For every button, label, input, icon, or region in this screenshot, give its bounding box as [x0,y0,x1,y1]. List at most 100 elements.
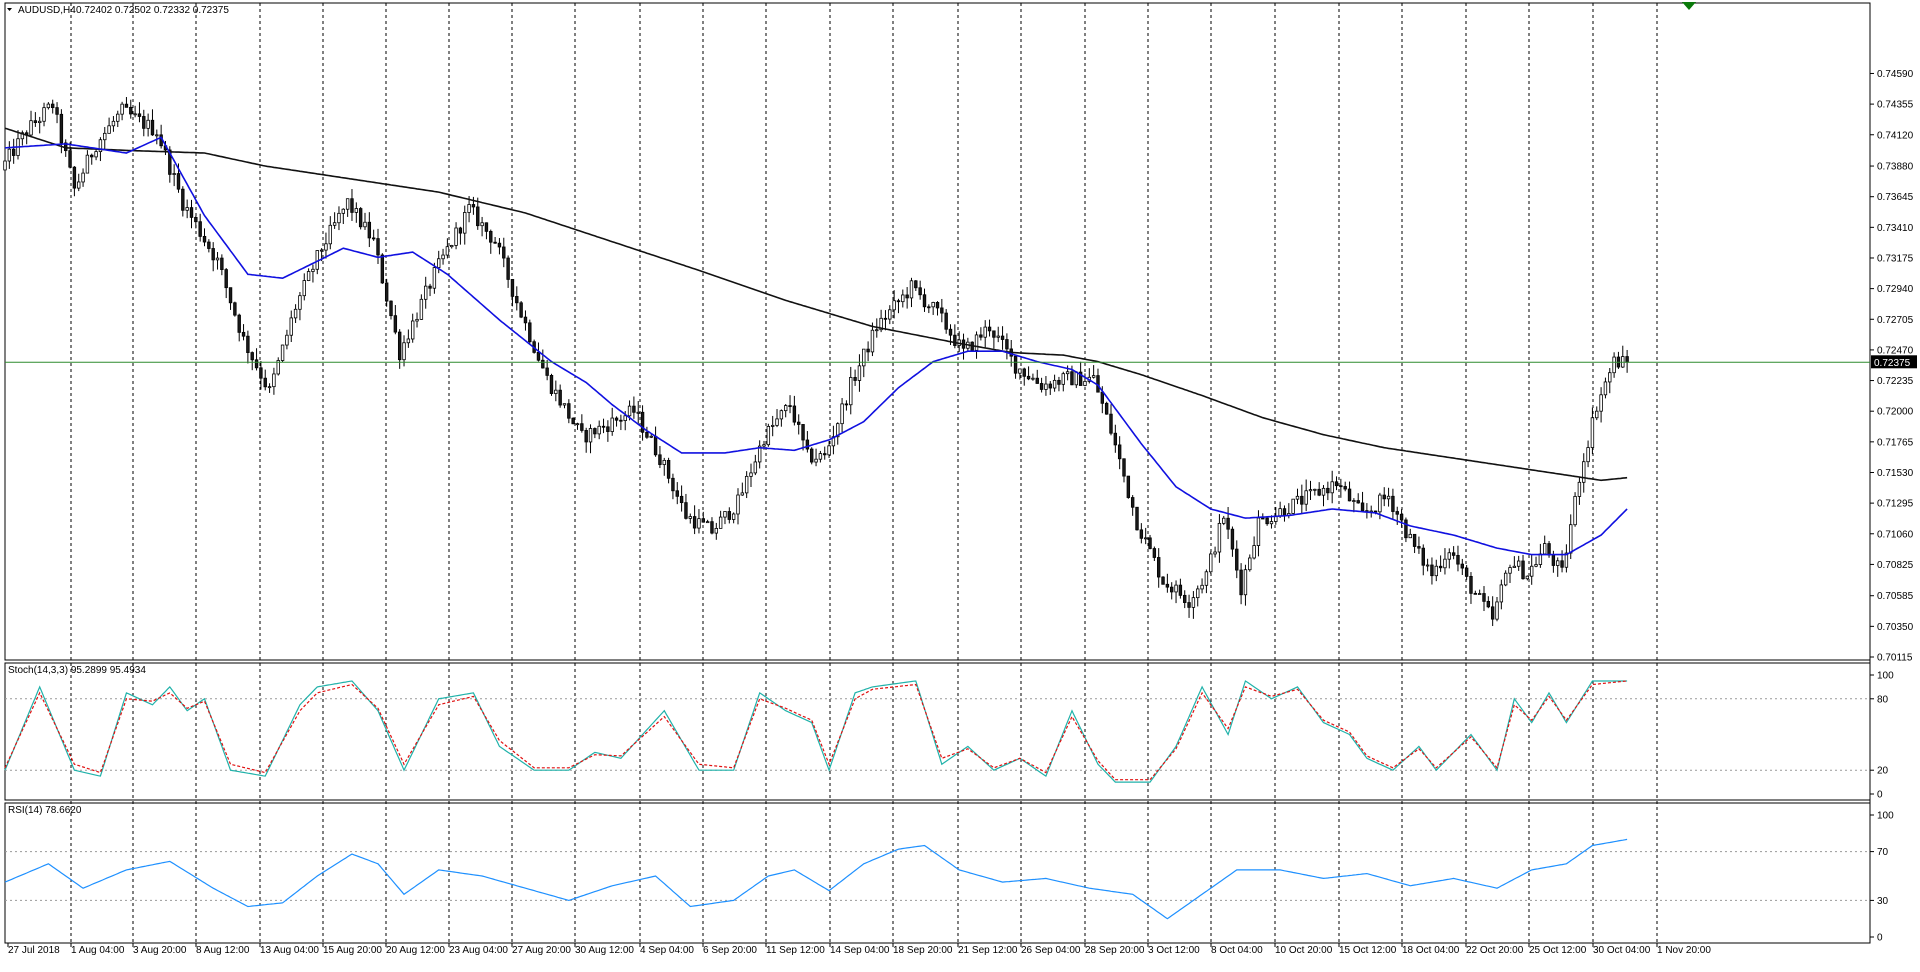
candle [220,254,224,276]
candle-body-bear [1625,356,1629,363]
candle [1113,424,1118,453]
candle-body-bear [823,453,827,456]
candle-body-bull [1529,565,1534,577]
candle [1291,498,1295,514]
candle [1473,590,1478,595]
candle-body-bull [337,212,341,224]
candle-body-bear [1226,517,1230,530]
candle-body-bull [98,139,103,153]
candle [241,324,246,341]
candle [1556,557,1560,577]
candle [1265,516,1269,526]
candle-body-bull [1209,553,1213,573]
candle [801,424,805,451]
candle [293,304,298,323]
candle-body-bull [818,453,823,460]
candle [823,446,827,460]
candle [1564,544,1569,573]
candle-body-bear [853,377,857,381]
candle-body-bull [636,411,640,414]
candle [189,199,194,229]
candle [597,420,601,440]
candle [1595,406,1599,421]
candle-body-bull [762,444,766,447]
candle-body-bear [1482,593,1486,602]
candle-body-bear [1469,575,1473,594]
candle-body-bear [1521,560,1525,580]
candle-body-bear [1026,375,1031,380]
candle-body-bull [836,423,840,438]
candle-body-bear [1473,592,1478,595]
candle-body-bear [671,477,675,492]
candle [1135,506,1139,531]
candle-body-bear [224,269,228,289]
candle-body-bull [1330,481,1334,494]
candle-body-bear [233,302,237,316]
candle-body-bear [918,287,922,296]
candle-body-bear [1109,413,1113,434]
candle [1412,533,1417,554]
y-tick-label: 30 [1877,896,1889,907]
candle [788,395,792,414]
candle [870,322,875,357]
candle [133,105,137,118]
candle-body-bear [883,317,888,320]
candle [892,290,896,319]
candle-body-bear [914,280,918,289]
candle-body-bull [1499,584,1504,603]
candle [1000,326,1005,350]
candle-body-bear [1048,383,1052,389]
candle-body-bull [94,151,98,158]
candle-body-bear [1417,546,1421,549]
x-tick-label: 18 Sep 20:00 [893,945,953,956]
candle [358,207,363,230]
candle-body-bear [905,294,909,299]
candle [818,450,823,463]
candle [775,409,779,428]
candle-body-bull [862,348,866,367]
y-tick-label: 0.72235 [1877,376,1914,387]
candle-body-bear [202,235,207,243]
candle [632,396,636,419]
candle-body-bull [1044,383,1048,390]
x-tick-label: 27 Aug 20:00 [512,945,571,956]
candle-body-bull [298,295,302,310]
candle [567,399,571,424]
candle-body-bull [120,103,124,115]
candle-body-bear [502,246,506,259]
candle-body-bear [1547,543,1551,556]
candle [155,129,159,145]
candle-body-bear [571,417,575,425]
candle-body-bear [1317,488,1321,496]
candle [259,360,263,390]
candle [1191,591,1196,619]
candle [731,512,736,524]
candle [662,457,666,476]
candle-body-bull [875,329,879,332]
candle-body-bear [1035,377,1039,384]
candle-body-bear [484,222,489,232]
candle [1608,368,1612,394]
candle-body-bear [1391,495,1395,512]
candle [428,283,432,297]
candle [410,313,415,343]
candle-body-bear [614,417,619,421]
candle-body-bear [254,359,259,369]
candle-body-bull [1291,498,1295,514]
candle-body-bear [1395,511,1399,515]
candle [562,403,567,409]
candle-body-bull [1248,557,1252,571]
candle [51,99,55,114]
candle [1031,373,1035,381]
candle [1582,453,1586,493]
candle [753,454,758,476]
candle [792,395,797,426]
ma-slow-line [4,127,1628,482]
candle-body-bull [1074,371,1078,386]
candle [376,228,380,264]
candle [757,440,762,469]
candle [1534,556,1538,568]
candle [328,216,332,250]
